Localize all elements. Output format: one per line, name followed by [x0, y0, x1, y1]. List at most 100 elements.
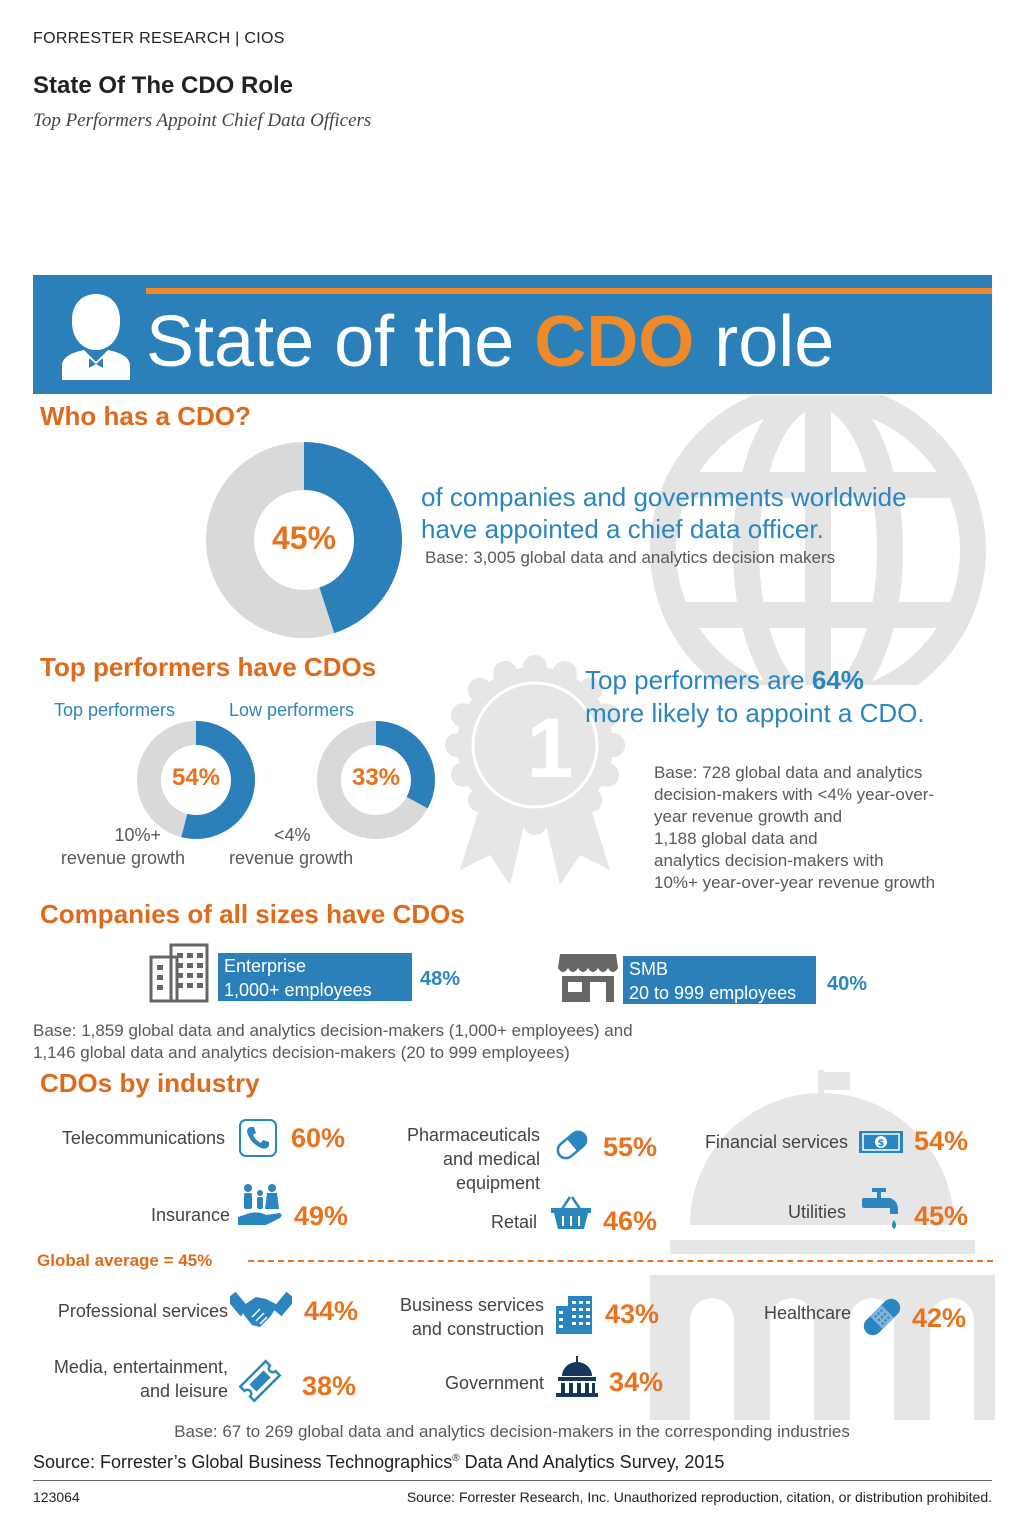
ribbon-scallop — [450, 703, 475, 728]
financial-label: Financial services — [704, 1132, 848, 1152]
pharma-label-line-2: and medical — [442, 1149, 540, 1169]
top-caption: 10%+ revenue growth — [40, 824, 185, 870]
ribbon-scallop — [467, 677, 492, 702]
copyright-note: Source: Forrester Research, Inc. Unautho… — [406, 1489, 992, 1505]
smb-pct: 40% — [827, 973, 868, 995]
ribbon-scallop — [601, 733, 625, 757]
ribbon-number: 1 — [526, 701, 574, 795]
insurance-pct: 49% — [294, 1201, 349, 1231]
ribbon-award-watermark — [445, 655, 625, 885]
ribbon-scallop — [595, 762, 620, 787]
telecom-label: Telecommunications — [61, 1128, 225, 1148]
healthcare-pct: 42% — [912, 1303, 967, 1333]
globe-watermark — [650, 395, 986, 685]
ribbon-scallop — [467, 788, 492, 813]
document-id: 123064 — [33, 1489, 80, 1505]
top-donut — [137, 721, 255, 839]
retail-label: Retail — [490, 1212, 537, 1232]
office-building-icon — [556, 1296, 592, 1334]
enterprise-box: Enterprise 1,000+ employees — [218, 953, 412, 1001]
insurance-label: Insurance — [150, 1205, 230, 1225]
ribbon-scallop — [552, 805, 577, 830]
ticket-icon — [238, 1359, 282, 1403]
smb-line-2: 20 to 999 employees — [629, 983, 797, 1003]
global-average-line — [248, 1260, 993, 1262]
ribbon-scallop — [523, 655, 547, 679]
sizes-base-line-1: Base: 1,859 global data and analytics de… — [33, 1021, 633, 1040]
basket-icon — [551, 1196, 591, 1229]
business-pct: 43% — [605, 1299, 660, 1329]
ribbon-scallop — [578, 788, 603, 813]
top-base-line: 1,188 global data and — [654, 829, 818, 848]
industry-heading: CDOs by industry — [40, 1068, 260, 1098]
ribbon-scallop — [523, 811, 547, 835]
ribbon-scallop — [578, 677, 603, 702]
media-label-line-1: Media, entertainment, — [53, 1357, 228, 1377]
enterprise-line-1: Enterprise — [224, 956, 307, 976]
who-line-1: of companies and governments worldwide — [421, 482, 907, 512]
sizes-base-line-2: 1,146 global data and analytics decision… — [33, 1043, 570, 1062]
top-base-line: analytics decision-makers with — [654, 851, 884, 870]
sizes-base: Base: 1,859 global data and analytics de… — [33, 1020, 633, 1064]
office-tower-icon — [149, 943, 209, 1003]
financial-pct: 54% — [914, 1126, 969, 1156]
business-label-line-2: and construction — [411, 1319, 544, 1339]
low-caption-line-2: revenue growth — [229, 848, 354, 868]
low-caption-line-1: <4% — [274, 825, 311, 845]
person-avatar-icon — [62, 294, 130, 380]
business-label-line-1: Business services — [399, 1295, 544, 1315]
banner-title-pre: State of the — [146, 302, 535, 382]
ribbon-scallop — [493, 660, 518, 685]
who-donut-arc — [303, 442, 402, 634]
professional-pct: 44% — [304, 1296, 359, 1326]
ribbon-scallop — [552, 660, 577, 685]
banner-title-highlight: CDO — [534, 302, 695, 382]
footer-rule — [33, 1480, 992, 1481]
top-base-line: decision-makers with <4% year-over- — [654, 785, 935, 804]
utilities-pct: 45% — [914, 1201, 969, 1231]
professional-label: Professional services — [57, 1301, 228, 1321]
source-pre: Source: Forrester’s Global Business Tech… — [33, 1452, 453, 1472]
top-caption-line-1: 10%+ — [114, 825, 161, 845]
top-base-line: 10%+ year-over-year revenue growth — [654, 873, 936, 892]
page-title: State Of The CDO Role — [33, 72, 294, 99]
ribbon-scallop — [445, 733, 469, 757]
banner-title: State of the CDO role — [146, 296, 834, 388]
top-base-line: Base: 728 global data and analytics — [654, 763, 923, 782]
header-kicker: FORRESTER RESEARCH | CIOS — [33, 30, 285, 47]
top-pct: 54% — [171, 764, 221, 791]
sizes-heading: Companies of all sizes have CDOs — [40, 899, 465, 929]
top-claim: Top performers are 64% more likely to ap… — [585, 665, 925, 729]
media-label: Media, entertainment, and leisure — [20, 1355, 228, 1403]
government-pct: 34% — [609, 1367, 664, 1397]
pharma-label-line-3: equipment — [455, 1173, 540, 1193]
utilities-label: Utilities — [787, 1202, 846, 1222]
retail-pct: 46% — [603, 1206, 658, 1236]
top-heading: Top performers have CDOs — [40, 652, 377, 682]
who-heading: Who has a CDO? — [40, 401, 251, 431]
page-subtitle: Top Performers Appoint Chief Data Office… — [33, 110, 372, 131]
faucet-icon — [862, 1188, 898, 1229]
phone-icon — [239, 1119, 277, 1157]
smb-box: SMB 20 to 999 employees — [623, 956, 816, 1004]
government-label: Government — [444, 1373, 544, 1393]
low-pct: 33% — [351, 764, 401, 791]
enterprise-line-2: 1,000+ employees — [224, 980, 372, 1000]
media-pct: 38% — [302, 1371, 357, 1401]
who-line-2: have appointed a chief data officer. — [421, 514, 824, 544]
industry-base: Base: 67 to 269 global data and analytic… — [174, 1422, 850, 1441]
top-claim-highlight: 64% — [811, 665, 864, 695]
enterprise-pct: 48% — [420, 968, 461, 990]
top-claim-pre: Top performers are — [585, 665, 812, 695]
top-performers-label: Top performers — [54, 700, 176, 720]
smb-line-1: SMB — [629, 959, 669, 979]
top-donut-arc — [181, 721, 255, 839]
ribbon-scallop — [450, 762, 475, 787]
low-caption: <4% revenue growth — [229, 824, 374, 870]
low-performers-label: Low performers — [229, 700, 355, 720]
media-label-line-2: and leisure — [139, 1381, 228, 1401]
registered-mark: ® — [452, 1453, 460, 1464]
banner-stripe — [146, 288, 992, 294]
top-base: Base: 728 global data and analytics deci… — [654, 762, 935, 894]
pill-icon — [556, 1130, 588, 1160]
